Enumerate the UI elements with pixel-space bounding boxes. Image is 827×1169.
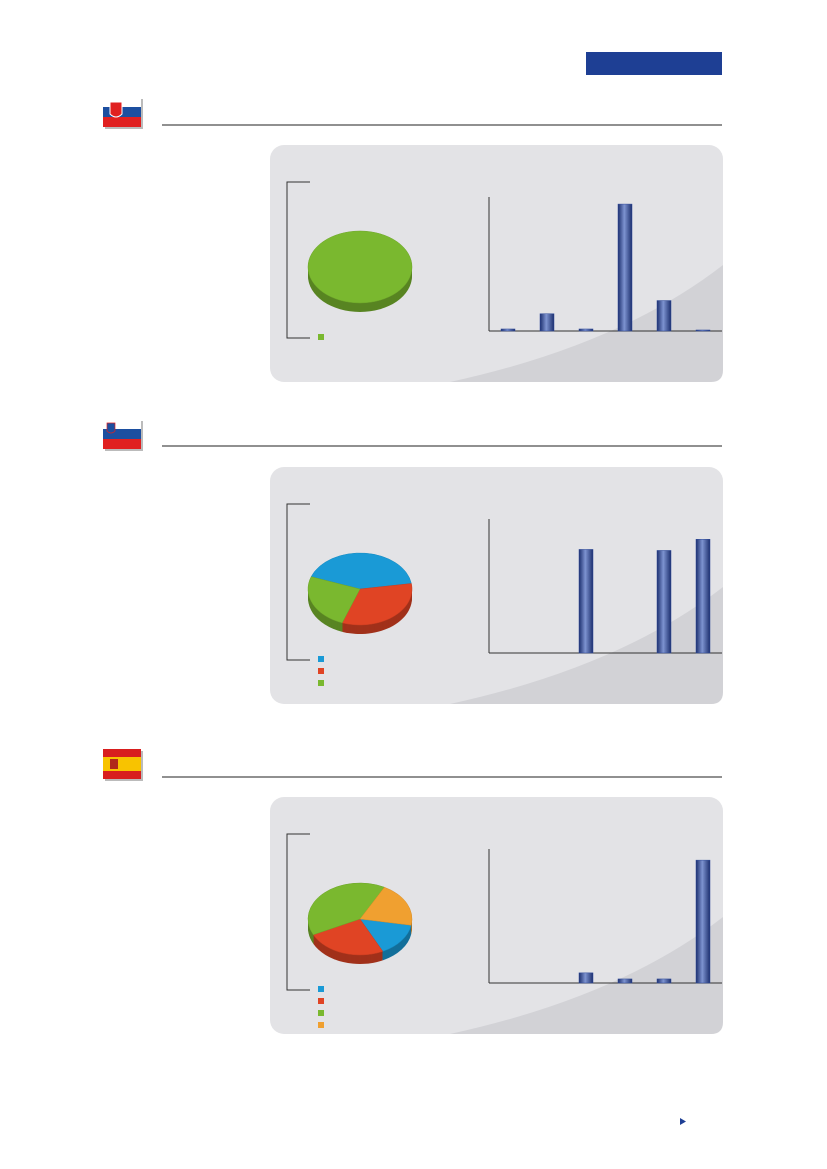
panel-sheen [450,587,723,704]
bar [695,329,711,332]
bar [656,300,672,332]
bar [617,978,633,984]
flag-slovakia [103,97,143,129]
page-arrow [680,1118,686,1125]
pie-slice [359,886,413,926]
legend-bracket [286,503,310,661]
legend-bracket [286,181,310,339]
bar [578,972,594,984]
pie-slice [359,918,412,952]
legend-swatch [318,986,324,992]
bar [695,859,711,984]
pie-slice [312,918,384,956]
chart-panel [270,467,723,704]
bar [578,328,594,332]
legend-swatch [318,334,324,340]
bar [656,550,672,654]
bar [656,978,672,984]
legend-swatch [318,656,324,662]
flag-slovenia [103,419,143,451]
legend-swatch [318,1022,324,1028]
panel-bg [270,145,723,382]
chart-panel [270,797,723,1034]
chart-panel [270,145,723,382]
pie-slice [307,576,361,624]
bar [617,203,633,332]
legend-bracket [286,833,310,991]
header-box [586,52,722,75]
panel-sheen [450,265,723,382]
bar [578,549,594,654]
legend-swatch [318,680,324,686]
legend-swatch [318,668,324,674]
pie-slice [341,583,413,626]
panel-sheen [450,917,723,1034]
bar [695,539,711,654]
legend-swatch [318,998,324,1004]
bar [539,313,555,332]
panel-bg [270,467,723,704]
bar [500,328,516,332]
legend-swatch [318,1010,324,1016]
pie-slice [310,552,412,590]
panel-bg [270,797,723,1034]
flag-spain [103,749,143,781]
pie-slice [307,230,413,304]
pie-slice [307,882,385,936]
